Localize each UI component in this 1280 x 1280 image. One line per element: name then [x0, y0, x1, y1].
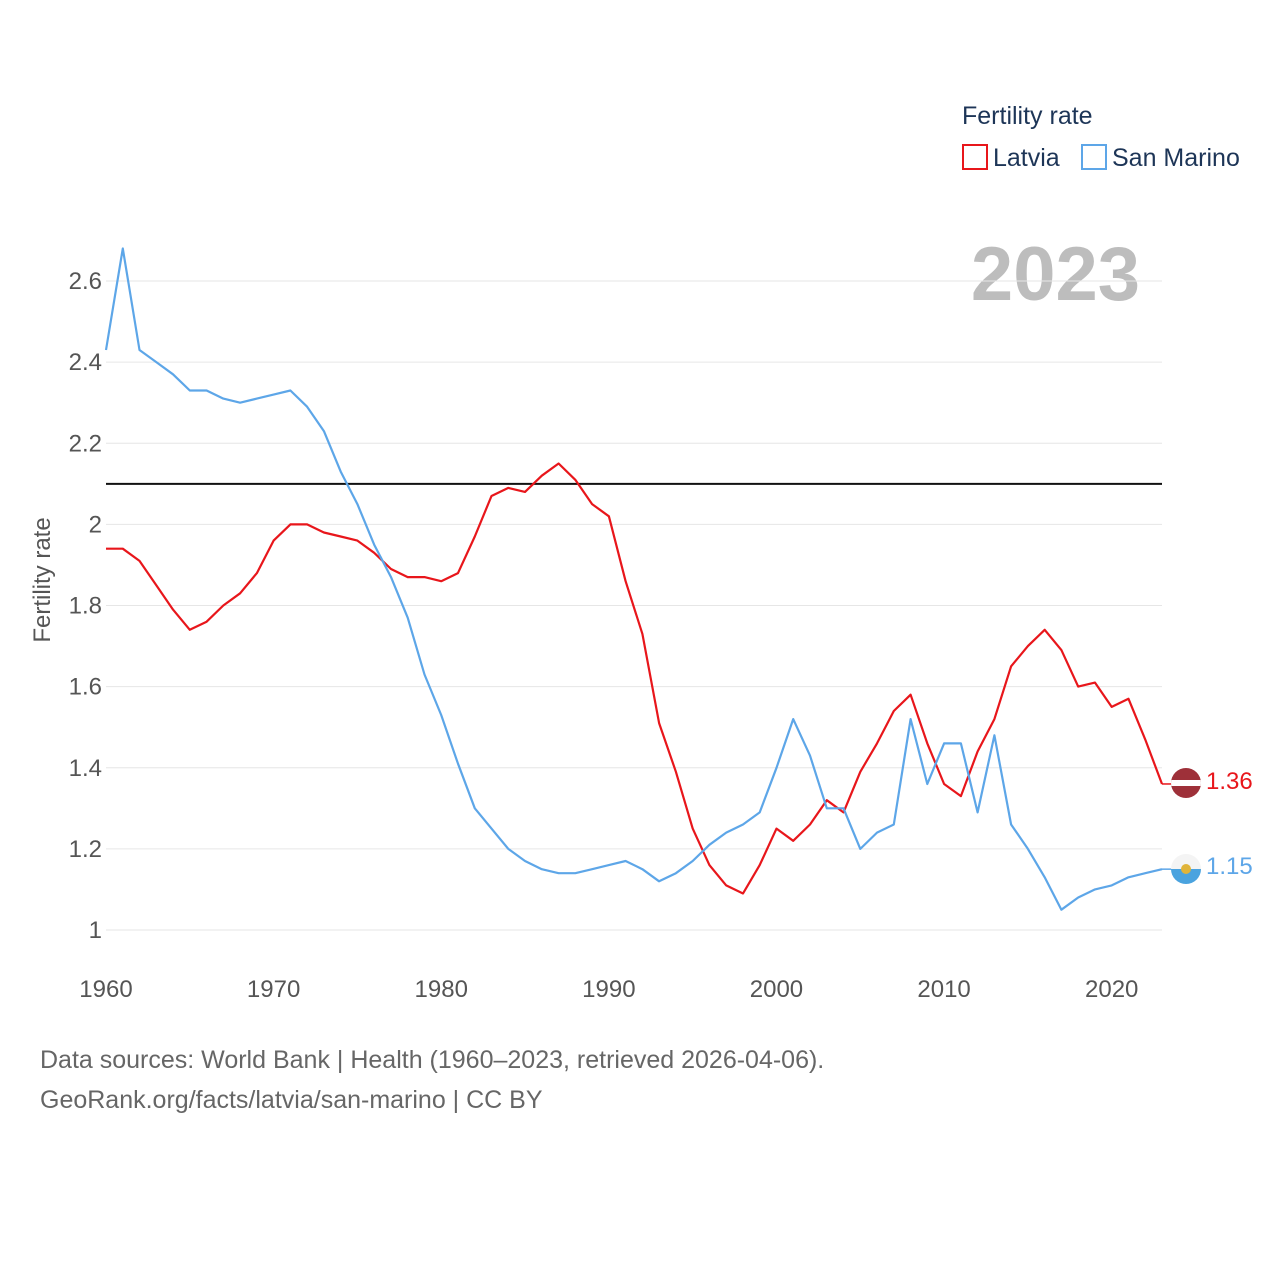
credit-link[interactable]: GeoRank.org/facts/latvia/san-marino | CC…	[40, 1086, 543, 1114]
legend-title: Fertility rate	[962, 102, 1093, 130]
fertility-chart: Fertility rate Latvia San Marino 2023 Fe…	[29, 102, 1253, 1003]
y-tick-2: 2	[89, 511, 102, 538]
y-tick-1.2: 1.2	[69, 836, 102, 863]
legend-label-san-marino[interactable]: San Marino	[1112, 144, 1240, 172]
series-line-latvia[interactable]	[106, 462, 1164, 895]
x-tick-1990: 1990	[582, 976, 635, 1003]
series-lines	[104, 247, 1172, 911]
san-marino-end-value: 1.15	[1206, 853, 1253, 880]
data-source-text: Data sources: World Bank | Health (1960–…	[40, 1046, 825, 1074]
x-tick-2010: 2010	[917, 976, 970, 1003]
y-tick-1.4: 1.4	[69, 755, 102, 782]
latvia-flag-icon	[1171, 768, 1201, 798]
footer: Data sources: World Bank | Health (1960–…	[40, 1040, 824, 1120]
x-tick-1980: 1980	[415, 976, 468, 1003]
x-tick-1960: 1960	[79, 976, 132, 1003]
legend-swatch-san-marino[interactable]	[1081, 144, 1107, 170]
legend: Fertility rate Latvia San Marino	[962, 102, 1240, 172]
y-tick-labels: 1 1.2 1.4 1.6 1.8 2 2.2 2.4 2.6	[69, 268, 102, 944]
x-tick-2020: 2020	[1085, 976, 1138, 1003]
x-tick-2000: 2000	[750, 976, 803, 1003]
x-tick-labels: 1960 1970 1980 1990 2000 2010 2020	[79, 976, 1138, 1003]
series-line-san-marino[interactable]	[104, 247, 1163, 911]
latvia-end-value: 1.36	[1206, 768, 1253, 795]
san-marino-flag-icon	[1171, 854, 1201, 884]
y-tick-1.8: 1.8	[69, 593, 102, 620]
y-tick-1.6: 1.6	[69, 674, 102, 701]
y-tick-1: 1	[89, 917, 102, 944]
y-tick-2.6: 2.6	[69, 268, 102, 295]
x-tick-1970: 1970	[247, 976, 300, 1003]
legend-label-latvia[interactable]: Latvia	[993, 144, 1060, 172]
legend-swatch-latvia[interactable]	[962, 144, 988, 170]
y-tick-2.2: 2.2	[69, 430, 102, 457]
year-label: 2023	[971, 232, 1140, 317]
y-tick-2.4: 2.4	[69, 349, 102, 376]
y-axis-title: Fertility rate	[29, 517, 56, 642]
